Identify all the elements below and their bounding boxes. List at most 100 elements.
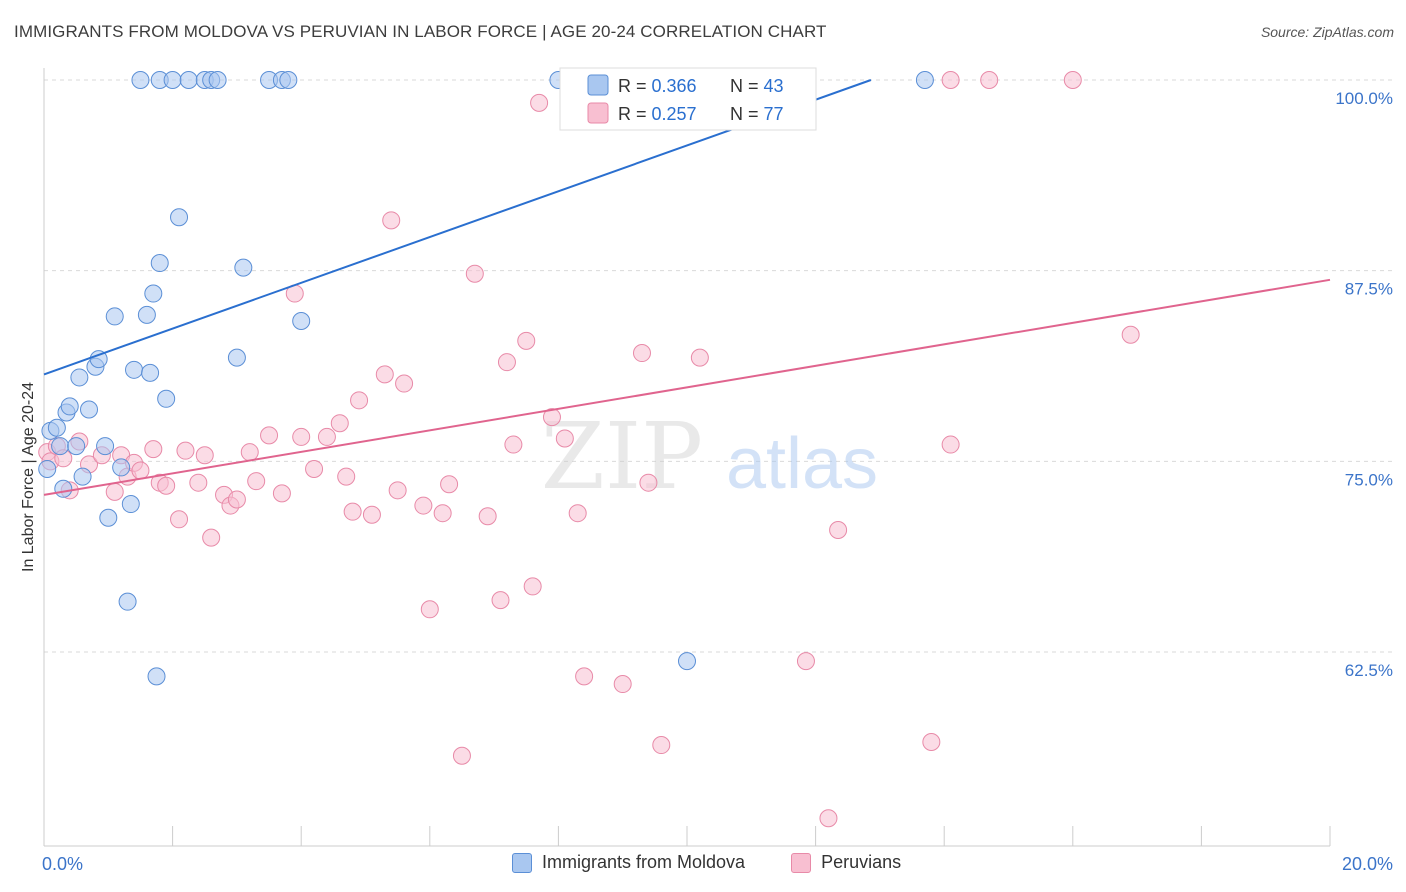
moldova-point <box>99 508 118 527</box>
svg-text:R = 0.257: R = 0.257 <box>618 104 697 124</box>
moldova-point <box>38 459 57 478</box>
moldova-point <box>67 437 86 456</box>
peruvians-point <box>350 391 369 410</box>
svg-text:R = 0.366: R = 0.366 <box>618 76 697 96</box>
peruvians-point <box>568 504 587 523</box>
x-tick-label: 0.0% <box>42 854 83 874</box>
legend-n-label-2: N = <box>730 104 764 124</box>
legend-item-moldova: Immigrants from Moldova <box>512 852 745 873</box>
peruvians-point <box>305 459 324 478</box>
peruvians-point <box>131 461 150 480</box>
moldova-point <box>131 71 150 89</box>
chart-title: IMMIGRANTS FROM MOLDOVA VS PERUVIAN IN L… <box>14 22 827 41</box>
legend-n-label-1: N = <box>730 76 764 96</box>
peruvians-point <box>639 473 658 492</box>
peruvians-point <box>157 476 176 495</box>
svg-text:N = 43: N = 43 <box>730 76 784 96</box>
peruvians-trend-line <box>43 278 1331 496</box>
peruvians-point <box>202 528 221 547</box>
moldova-point <box>125 360 144 379</box>
moldova-point <box>234 258 253 277</box>
peruvians-point <box>247 472 266 491</box>
peruvians-point <box>613 675 632 694</box>
moldova-points <box>38 71 934 686</box>
legend-n-value-2: 77 <box>764 104 784 124</box>
peruvians-point <box>343 502 362 521</box>
legend-top: R = 0.366 N = 43 R = 0.257 N = 77 <box>559 67 817 131</box>
moldova-point <box>51 437 70 456</box>
moldova-point <box>137 305 156 324</box>
moldova-point <box>144 284 163 303</box>
peruvians-point <box>227 490 246 509</box>
peruvians-point <box>240 443 259 462</box>
peruvians-point <box>504 435 523 454</box>
legend-bottom-swatch-moldova <box>512 852 532 873</box>
moldova-point <box>179 71 198 89</box>
peruvians-points <box>38 71 1140 828</box>
moldova-point <box>118 592 137 611</box>
peruvians-point <box>690 348 709 367</box>
moldova-point <box>73 467 92 486</box>
peruvians-point <box>260 426 279 445</box>
moldova-point <box>96 437 115 456</box>
moldova-point <box>60 397 79 416</box>
peruvians-point <box>414 496 433 515</box>
moldova-point <box>141 363 160 382</box>
svg-text:N = 77: N = 77 <box>730 104 784 124</box>
peruvians-point <box>652 736 671 755</box>
peruvians-point <box>189 473 208 492</box>
moldova-point <box>292 312 311 331</box>
legend-bottom-label-moldova: Immigrants from Moldova <box>542 852 746 872</box>
moldova-point <box>121 495 140 514</box>
moldova-point <box>147 667 166 686</box>
peruvians-point <box>491 591 510 610</box>
x-tick-label: 20.0% <box>1342 854 1393 874</box>
peruvians-point <box>922 732 941 751</box>
legend-bottom-label-peruvians: Peruvians <box>821 852 902 872</box>
peruvians-point <box>105 482 124 501</box>
peruvians-point <box>1063 71 1082 89</box>
peruvians-point <box>478 507 497 526</box>
peruvians-point <box>632 344 651 363</box>
moldova-point <box>279 71 298 89</box>
peruvians-point <box>144 440 163 459</box>
legend-n-value-1: 43 <box>764 76 784 96</box>
peruvians-point <box>195 446 214 465</box>
moldova-point <box>47 418 66 437</box>
y-tick-label: 87.5% <box>1345 280 1393 299</box>
peruvians-point <box>465 264 484 283</box>
peruvians-point <box>941 71 960 89</box>
peruvians-point <box>395 374 414 393</box>
legend-r-value-1: 0.366 <box>652 76 697 96</box>
watermark-atlas: atlas <box>726 424 878 504</box>
grid-lines <box>44 79 1394 653</box>
moldova-point <box>915 71 934 89</box>
legend-r-value-2: 0.257 <box>652 104 697 124</box>
legend-item-peruvians: Peruvians <box>791 852 901 873</box>
peruvians-point <box>530 93 549 112</box>
peruvians-point <box>497 353 516 372</box>
peruvians-point <box>170 510 189 529</box>
moldova-point <box>157 389 176 408</box>
peruvians-point <box>941 435 960 454</box>
moldova-point <box>70 368 89 387</box>
y-tick-label: 100.0% <box>1335 89 1393 108</box>
peruvians-point <box>375 365 394 384</box>
moldova-point <box>170 208 189 227</box>
y-axis-label-wrap: In Labor Force | Age 20-24 <box>18 300 42 700</box>
moldova-point <box>89 350 108 369</box>
peruvians-point <box>433 504 452 523</box>
peruvians-point <box>796 652 815 671</box>
peruvians-point <box>575 667 594 686</box>
peruvians-point <box>819 809 838 828</box>
moldova-point <box>80 400 99 419</box>
legend-r-label-1: R = <box>618 76 652 96</box>
peruvians-point <box>330 414 349 433</box>
y-tick-label: 75.0% <box>1345 470 1393 489</box>
tick-labels: 62.5% 75.0% 87.5% 100.0% 0.0% 20.0% <box>42 89 1393 874</box>
moldova-point <box>163 71 182 89</box>
peruvians-point <box>176 441 195 460</box>
moldova-point <box>112 458 131 477</box>
legend-bottom: Immigrants from Moldova Peruvians <box>512 852 947 873</box>
